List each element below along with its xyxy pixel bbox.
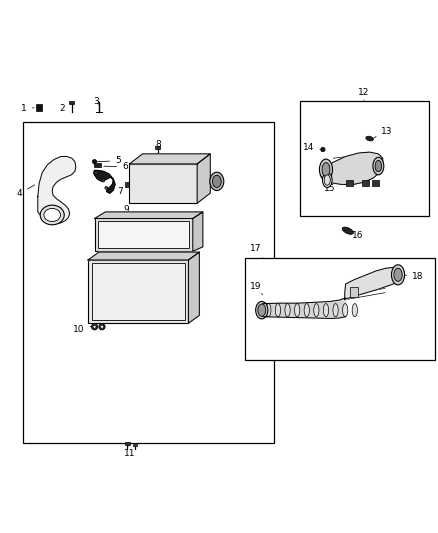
Text: 19: 19 [251,281,263,295]
Ellipse shape [366,136,374,141]
Bar [372,181,379,185]
Bar [95,219,193,251]
Ellipse shape [100,325,103,328]
Ellipse shape [99,324,105,330]
Bar [92,263,185,320]
Ellipse shape [343,304,348,317]
Ellipse shape [92,324,98,330]
Text: 3: 3 [93,96,99,106]
Ellipse shape [314,304,319,317]
Text: 18: 18 [405,272,424,280]
Bar [94,164,101,167]
Text: 2: 2 [60,103,71,113]
Polygon shape [197,154,210,203]
Ellipse shape [394,268,402,281]
Text: 7: 7 [112,184,124,196]
Text: 6: 6 [104,163,128,172]
Polygon shape [38,157,76,224]
Bar [98,221,189,248]
Bar [300,101,428,216]
Polygon shape [88,252,199,260]
Text: 15: 15 [324,184,335,193]
Ellipse shape [266,304,271,317]
Text: 12: 12 [358,88,370,101]
Ellipse shape [373,157,384,175]
Bar [130,164,197,203]
Polygon shape [95,212,203,219]
Text: 16: 16 [349,231,364,239]
Polygon shape [320,152,383,184]
Polygon shape [263,298,346,318]
Ellipse shape [342,227,353,235]
Text: 17: 17 [251,244,263,258]
Bar [245,258,435,360]
Ellipse shape [44,208,60,222]
Ellipse shape [105,187,108,189]
Ellipse shape [294,304,300,317]
Bar [133,443,138,446]
Bar [22,123,274,443]
Ellipse shape [210,172,224,190]
Ellipse shape [256,302,268,319]
Ellipse shape [375,160,381,172]
Ellipse shape [322,163,330,176]
Ellipse shape [276,304,281,317]
Text: 10: 10 [73,325,92,334]
Text: 1: 1 [21,104,34,113]
Ellipse shape [94,171,97,174]
Text: 13: 13 [374,127,393,138]
Bar [88,260,188,323]
Ellipse shape [102,179,105,182]
Polygon shape [94,171,115,193]
Polygon shape [130,154,210,164]
Text: 8: 8 [155,140,161,149]
Text: 14: 14 [303,143,320,152]
FancyArrowPatch shape [368,137,371,139]
Polygon shape [188,252,199,323]
Ellipse shape [333,304,338,317]
Ellipse shape [322,173,332,188]
Bar [346,181,353,185]
Ellipse shape [212,175,221,188]
Text: 11: 11 [124,444,135,458]
Ellipse shape [323,304,328,317]
Ellipse shape [324,175,330,185]
Ellipse shape [93,325,96,328]
Ellipse shape [304,304,309,317]
Ellipse shape [319,159,332,180]
Ellipse shape [321,147,325,152]
Bar [350,287,358,297]
Bar [69,101,74,104]
Bar [125,182,130,187]
Polygon shape [193,212,203,251]
Ellipse shape [40,205,64,225]
Ellipse shape [285,304,290,317]
Bar [155,147,160,149]
Bar [36,104,42,111]
Ellipse shape [258,304,266,316]
Ellipse shape [92,159,97,164]
Bar [362,181,369,185]
Text: 9: 9 [123,205,129,214]
Bar [125,441,130,445]
Ellipse shape [392,265,405,285]
Text: 5: 5 [97,156,121,165]
Text: 4: 4 [17,185,35,198]
Ellipse shape [352,304,357,317]
Polygon shape [345,268,405,299]
